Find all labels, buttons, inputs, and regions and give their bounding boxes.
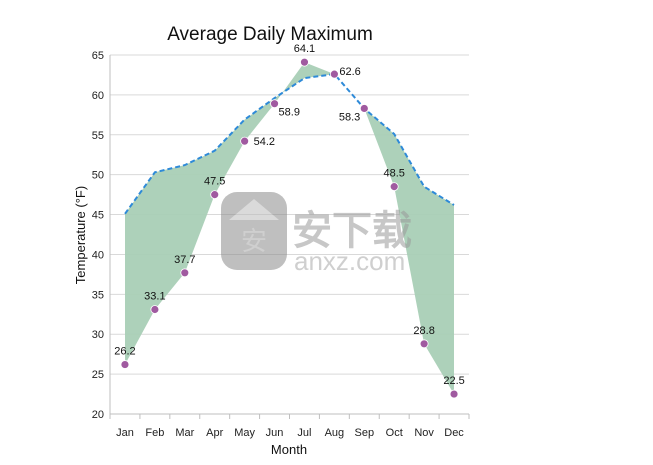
- x-tick-label: Apr: [206, 427, 223, 439]
- y-tick-label: 40: [92, 249, 104, 261]
- y-tick-label: 60: [92, 90, 104, 102]
- x-tick-label: Dec: [444, 427, 464, 439]
- fill-between-area: [125, 62, 454, 395]
- x-tick-label: Sep: [355, 427, 375, 439]
- y-tick-label: 20: [92, 409, 104, 421]
- x-tick-label: Nov: [414, 427, 434, 439]
- data-point: [240, 136, 250, 146]
- y-tick-label: 65: [92, 50, 104, 62]
- data-label: 28.8: [413, 325, 434, 337]
- data-label: 22.5: [443, 375, 464, 387]
- data-label: 58.3: [339, 111, 360, 123]
- y-tick-label: 25: [92, 369, 104, 381]
- data-point: [449, 389, 459, 399]
- chart-title: Average Daily Maximum: [167, 24, 373, 45]
- x-tick-label: Jul: [297, 427, 311, 439]
- data-point: [210, 190, 220, 200]
- x-tick-label: May: [234, 427, 255, 439]
- watermark-text: 安下载: [292, 209, 412, 253]
- y-tick-label: 45: [92, 210, 104, 222]
- watermark-badge-text: 安: [241, 226, 267, 256]
- axes: 20 25 30 35 40 45 50 55 60 65 Jan Feb Mar Apr May Jun Ju…: [92, 50, 470, 439]
- data-point: [180, 268, 190, 278]
- data-point: [329, 69, 339, 79]
- watermark-subtext: anxz.com: [294, 246, 405, 276]
- fill-between-polygon: [125, 62, 454, 395]
- data-label: 33.1: [144, 290, 165, 302]
- marker-series: [120, 57, 459, 399]
- data-labels: 26.2 33.1 37.7 47.5 54.2 58.9 64.1 62.6 58.3 48.5…: [114, 43, 465, 387]
- data-label: 62.6: [339, 66, 360, 78]
- data-label: 54.2: [254, 136, 275, 148]
- dashed-series: [124, 73, 455, 215]
- data-label: 64.1: [294, 43, 315, 55]
- data-point: [419, 339, 429, 349]
- watermark-badge: [221, 192, 287, 270]
- data-point: [300, 57, 309, 67]
- data-point: [150, 305, 160, 314]
- x-tick-label: Aug: [325, 427, 345, 439]
- y-tick-label: 30: [92, 329, 104, 341]
- x-tick-label: Oct: [386, 427, 403, 439]
- data-label: 58.9: [279, 107, 300, 119]
- data-point: [120, 360, 130, 369]
- dashed-series-line: [124, 73, 455, 215]
- data-label: 37.7: [174, 254, 195, 266]
- x-tick-label: Jan: [116, 427, 134, 439]
- x-tick-label: Jun: [266, 427, 284, 439]
- y-tick-label: 55: [92, 130, 104, 142]
- y-tick-label: 35: [92, 289, 104, 301]
- watermark-badge-roof: [229, 199, 279, 220]
- y-axis-title: Temperature (°F): [73, 186, 88, 284]
- data-point: [359, 104, 369, 113]
- y-tick-label: 50: [92, 170, 104, 182]
- x-tick-label: Feb: [145, 427, 164, 439]
- x-tick-label: Mar: [175, 427, 194, 439]
- data-label: 26.2: [114, 346, 135, 358]
- x-axis-title: Month: [271, 442, 307, 457]
- watermark: 安 安下载 anxz.com: [221, 192, 412, 276]
- data-point: [270, 99, 279, 109]
- data-point: [389, 182, 399, 192]
- data-label: 47.5: [204, 176, 225, 188]
- data-label: 48.5: [383, 168, 404, 180]
